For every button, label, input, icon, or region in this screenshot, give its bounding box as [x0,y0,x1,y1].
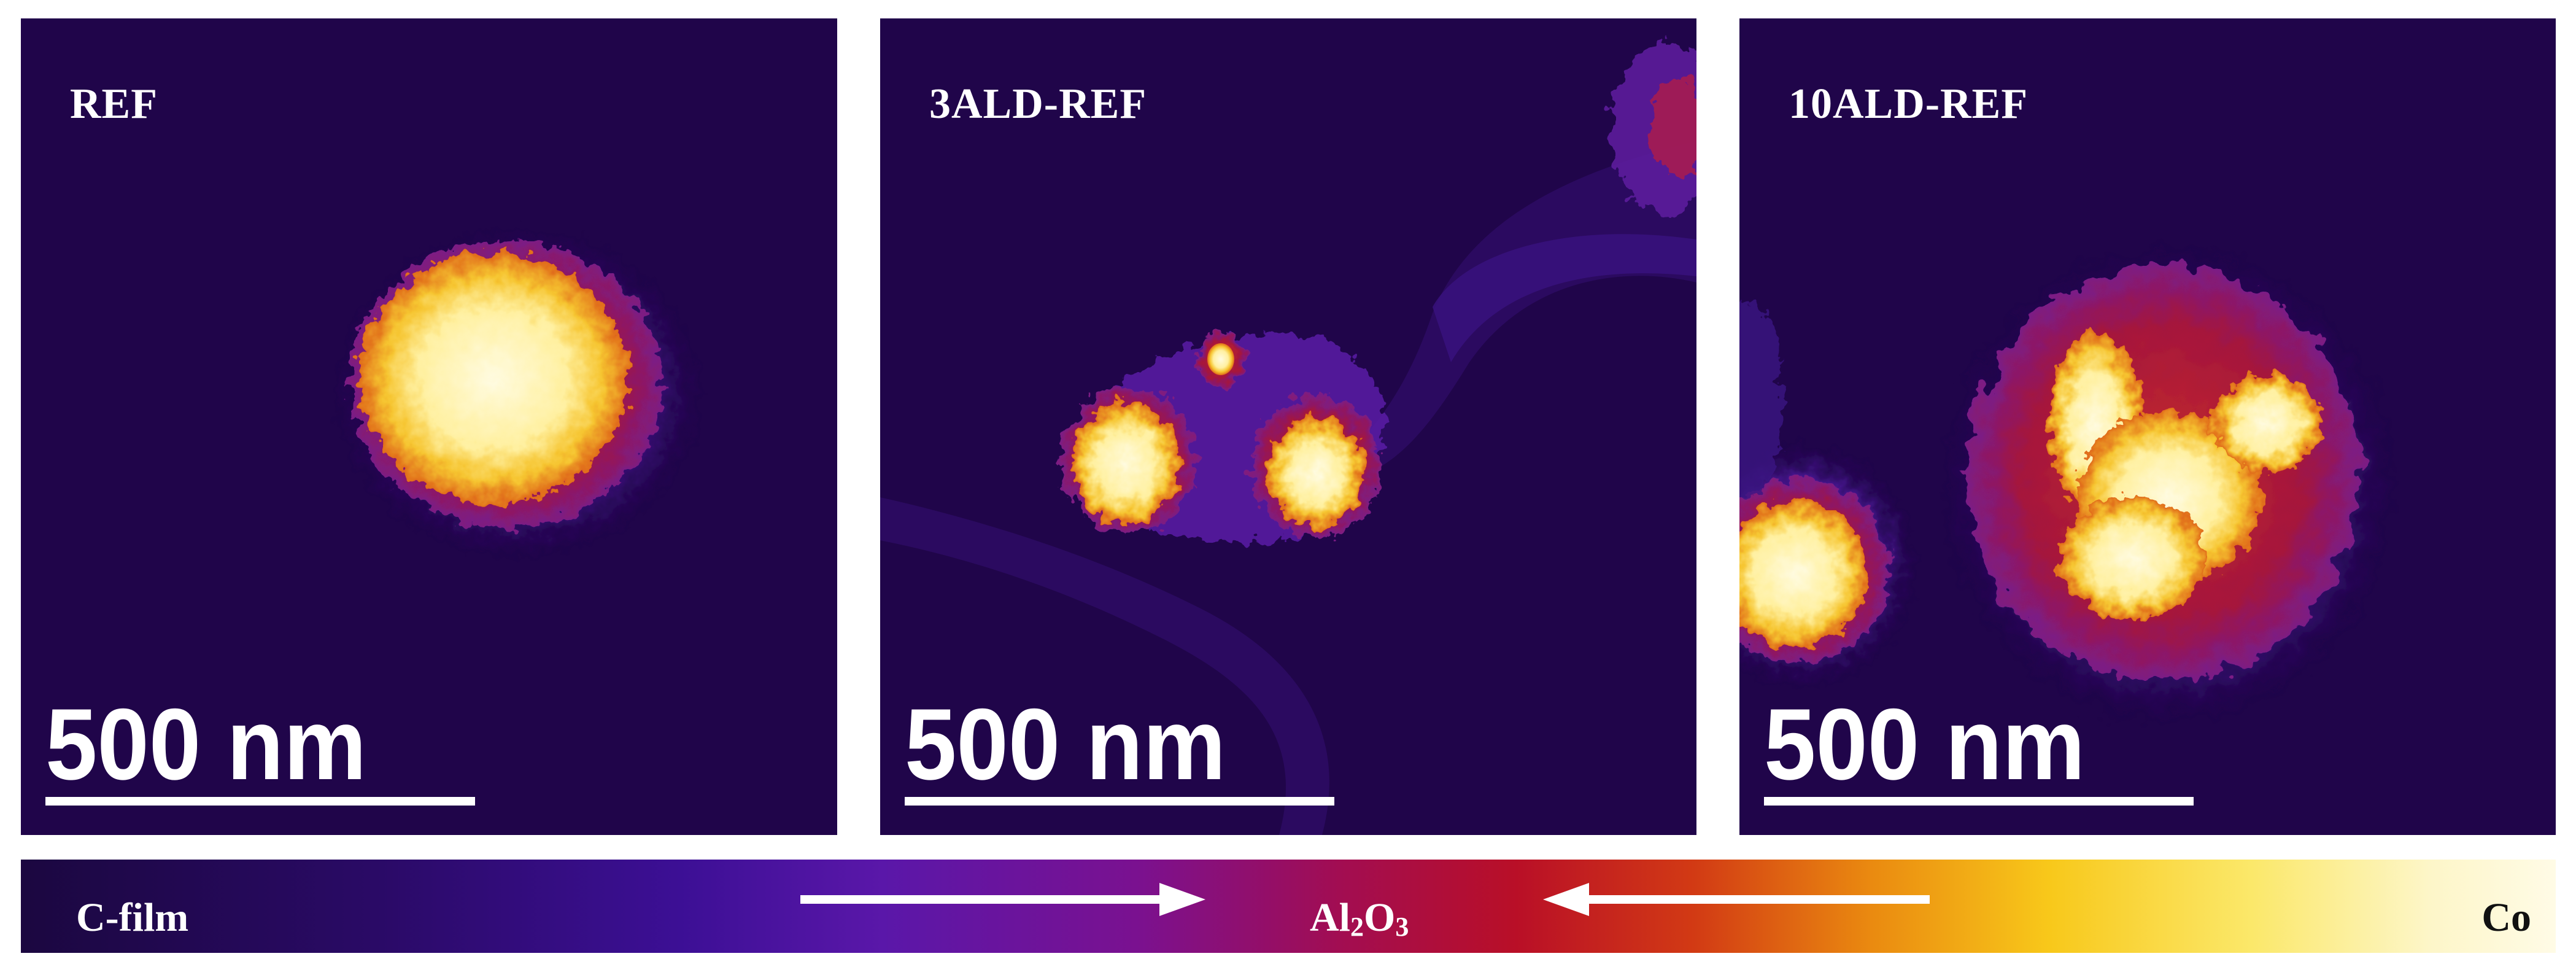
scale-bar [1764,797,2194,806]
colormap-legend: C-film Al2O3 Co [21,860,2556,953]
arrow-right-icon [800,883,1205,916]
particle-image-10ald-ref [1739,246,2396,724]
scale-bar-label: 500 nm [905,688,1226,801]
particle-image-3ald-ref [880,18,1696,835]
legend-label-al2o3: Al2O3 [1310,895,1409,942]
scale-bar-label: 500 nm [45,688,367,801]
legend-label-co: Co [2481,895,2531,940]
panel-label: 10ALD-REF [1789,80,2029,128]
scale-bar-label: 500 nm [1764,688,2086,801]
legend-label-c-film: C-film [76,895,189,940]
scale-bar [905,797,1334,806]
panel-3ald-ref: 3ALD-REF 500 nm [880,18,1696,835]
panel-10ald-ref: 10ALD-REF 500 nm [1739,18,2556,835]
particle-image-ref [334,227,702,559]
panel-label: 3ALD-REF [929,80,1147,128]
arrow-left-icon [1543,883,1930,916]
scale-bar [45,797,475,806]
panel-label: REF [70,80,158,128]
panel-ref: REF 500 nm [21,18,837,835]
